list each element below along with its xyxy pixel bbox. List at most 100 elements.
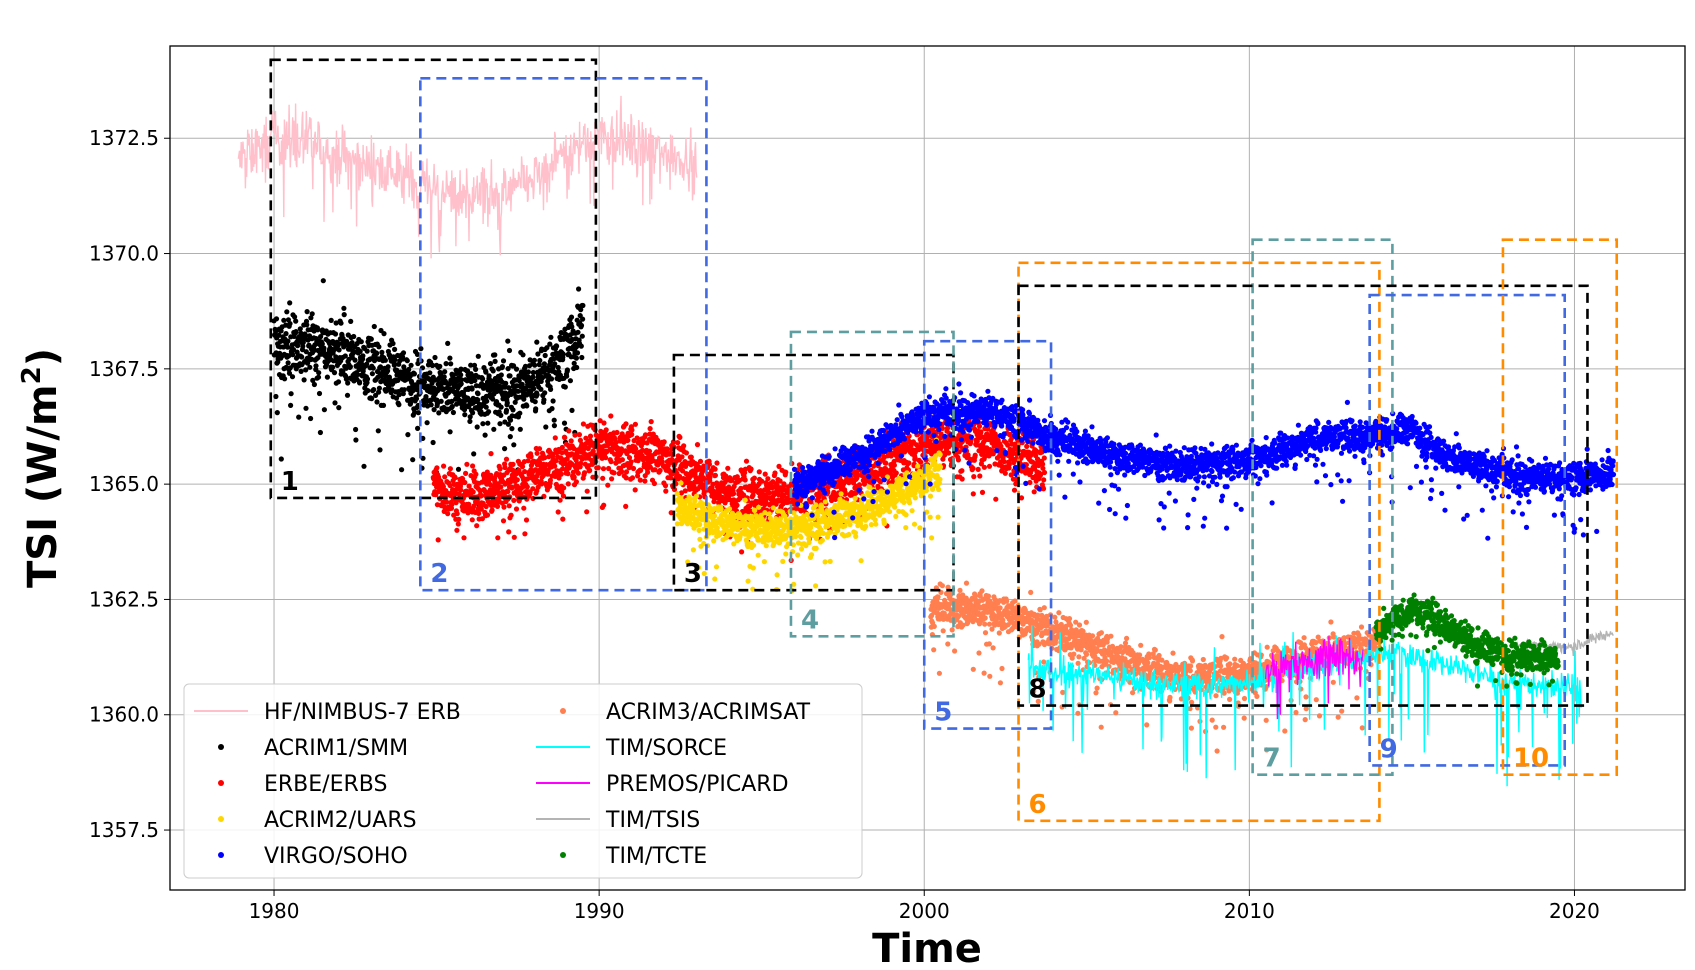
- data-point: [286, 370, 293, 376]
- data-point: [742, 477, 748, 483]
- data-point: [276, 332, 282, 338]
- data-point: [827, 558, 833, 565]
- data-point: [336, 347, 342, 353]
- data-point: [308, 315, 314, 321]
- data-point: [567, 378, 574, 384]
- data-point: [498, 412, 504, 418]
- data-point: [632, 421, 639, 427]
- data-point: [712, 576, 718, 582]
- data-point: [978, 429, 984, 435]
- data-point: [303, 349, 309, 355]
- data-point: [959, 476, 965, 482]
- data-point: [428, 402, 434, 408]
- data-point: [847, 522, 853, 528]
- data-point: [713, 564, 720, 570]
- data-point: [573, 479, 580, 485]
- data-point: [303, 367, 309, 373]
- data-point: [333, 320, 339, 326]
- data-point: [678, 480, 684, 486]
- data-point: [450, 409, 456, 416]
- data-point: [500, 518, 507, 524]
- data-point: [903, 525, 909, 531]
- data-point: [552, 435, 558, 441]
- data-point: [302, 333, 308, 339]
- data-point: [458, 366, 464, 372]
- data-point: [435, 537, 441, 543]
- data-point: [448, 361, 454, 367]
- data-point: [873, 521, 879, 527]
- data-point: [503, 380, 509, 386]
- data-point: [587, 467, 593, 474]
- data-point: [917, 525, 923, 531]
- data-point: [354, 371, 361, 378]
- data-point: [469, 386, 475, 392]
- data-point: [664, 446, 670, 452]
- data-point: [449, 403, 455, 410]
- data-point: [360, 353, 366, 359]
- data-point: [541, 397, 547, 403]
- data-point: [294, 349, 300, 355]
- data-point: [755, 552, 761, 558]
- data-point: [718, 506, 724, 512]
- data-point: [502, 446, 508, 452]
- data-point: [524, 484, 530, 490]
- data-point: [730, 491, 737, 497]
- data-point: [420, 455, 426, 461]
- data-point: [576, 432, 583, 438]
- data-point: [791, 466, 798, 472]
- data-point: [421, 379, 427, 385]
- data-point: [335, 342, 341, 348]
- data-point: [507, 373, 513, 379]
- data-point: [441, 374, 447, 380]
- data-point: [756, 504, 762, 510]
- data-point: [804, 489, 810, 495]
- data-point: [319, 341, 325, 347]
- data-point: [352, 357, 358, 363]
- data-point: [399, 467, 405, 473]
- data-point: [820, 530, 827, 537]
- data-point: [836, 460, 842, 466]
- data-point: [871, 478, 877, 485]
- data-point: [369, 396, 375, 402]
- data-point: [500, 358, 507, 364]
- data-point: [353, 426, 359, 433]
- data-point: [881, 427, 887, 434]
- data-point: [299, 354, 305, 360]
- data-point: [364, 376, 371, 382]
- data-point: [285, 344, 291, 350]
- data-point: [489, 507, 495, 513]
- data-point: [739, 549, 745, 555]
- data-point: [447, 466, 453, 472]
- data-point: [571, 474, 577, 480]
- data-point: [566, 428, 572, 434]
- data-point: [870, 498, 876, 505]
- data-point: [385, 364, 391, 370]
- data-point: [903, 481, 909, 487]
- data-point: [822, 559, 828, 565]
- data-point: [499, 364, 505, 370]
- data-point: [629, 475, 636, 481]
- data-point: [819, 537, 826, 543]
- data-point: [536, 446, 543, 452]
- data-point: [642, 478, 648, 484]
- data-point: [742, 497, 748, 503]
- data-point: [462, 479, 468, 486]
- data-point: [647, 426, 653, 432]
- data-point: [301, 377, 307, 383]
- data-point: [1041, 477, 1047, 483]
- data-point: [443, 361, 449, 367]
- data-point: [445, 340, 451, 346]
- data-point: [283, 331, 289, 337]
- data-point: [712, 466, 718, 472]
- data-point: [506, 529, 512, 535]
- data-point: [955, 457, 962, 463]
- data-point: [341, 312, 347, 318]
- data-point: [770, 505, 776, 511]
- data-point: [532, 399, 538, 405]
- data-point: [533, 406, 539, 412]
- data-point: [977, 473, 983, 479]
- series-acrim1-smm: [271, 278, 586, 508]
- data-point: [819, 504, 825, 510]
- data-point: [317, 429, 323, 436]
- data-point: [630, 465, 637, 472]
